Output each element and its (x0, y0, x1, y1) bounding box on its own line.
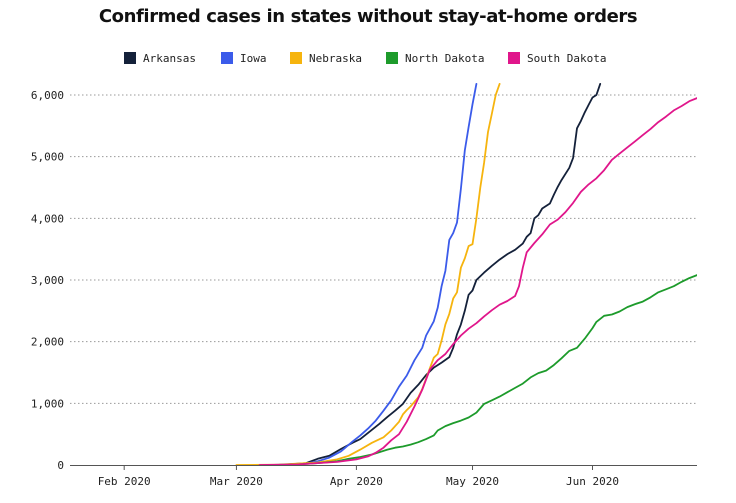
legend-swatch-arkansas (124, 52, 136, 64)
y-tick-label: 0 (57, 459, 64, 472)
legend-item-south-dakota: South Dakota (508, 48, 606, 68)
legend-label-iowa: Iowa (240, 51, 267, 65)
legend-label-north-dakota: North Dakota (405, 51, 485, 65)
legend-swatch-iowa (221, 52, 233, 64)
y-tick-label: 1,000 (31, 397, 64, 410)
y-tick-label: 5,000 (31, 151, 64, 164)
y-tick-label: 2,000 (31, 336, 64, 349)
series-line-south-dakota (258, 97, 697, 465)
x-tick-label: Feb 2020 (98, 475, 151, 488)
legend: Arkansas Iowa Nebraska North Dakota Sout… (0, 48, 736, 68)
legend-item-arkansas: Arkansas (124, 48, 196, 68)
x-tick-label: May 2020 (446, 475, 499, 488)
legend-label-nebraska: Nebraska (309, 51, 362, 65)
legend-item-north-dakota: North Dakota (386, 48, 484, 68)
y-tick-label: 6,000 (31, 89, 64, 102)
x-tick-label: Jun 2020 (566, 475, 619, 488)
legend-swatch-south-dakota (508, 52, 520, 64)
legend-item-iowa: Iowa (221, 48, 267, 68)
series-line-north-dakota (266, 274, 697, 465)
x-tick-label: Mar 2020 (210, 475, 263, 488)
y-tick-label: 3,000 (31, 274, 64, 287)
legend-label-south-dakota: South Dakota (527, 51, 607, 65)
series-line-iowa (297, 83, 478, 465)
legend-item-nebraska: Nebraska (290, 48, 362, 68)
x-tick-label: Apr 2020 (330, 475, 383, 488)
legend-swatch-north-dakota (386, 52, 398, 64)
legend-swatch-nebraska (290, 52, 302, 64)
series-line-nebraska (235, 83, 501, 465)
y-tick-label: 4,000 (31, 212, 64, 225)
chart-title: Confirmed cases in states without stay-a… (98, 6, 638, 27)
legend-label-arkansas: Arkansas (143, 51, 196, 65)
series-line-arkansas (278, 83, 602, 465)
